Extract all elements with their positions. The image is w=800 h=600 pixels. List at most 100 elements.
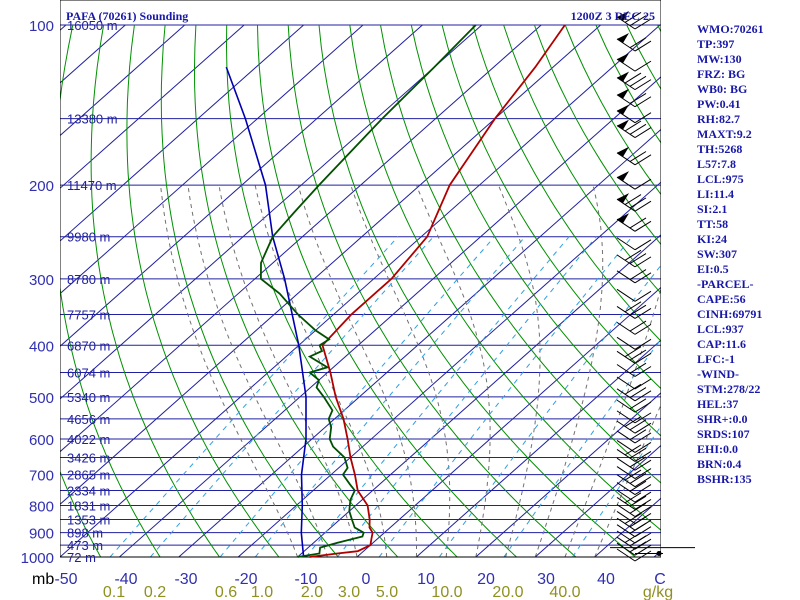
wind-barb-feather [634,378,652,390]
wind-barb-feather [629,398,647,410]
height-label: 1831 m [67,498,110,513]
dry-adiabat-line [126,24,280,558]
wind-barb-staff [616,449,636,462]
mixing-ratio-tick-label: 20.0 [492,584,523,600]
temperature-tick-label: 20 [477,571,495,588]
moist-adiabat-line [187,185,328,558]
wind-barb-feather [624,469,642,481]
mixing-ratio-line [337,236,597,558]
index-value: CAP:11.6 [697,337,746,351]
wind-barb-feather [634,154,652,166]
wind-barb-feather [629,502,647,514]
mixing-ratio-line [438,264,661,558]
dry-adiabat-line [318,24,636,558]
wind-barb [616,530,652,544]
wind-barb-staff [616,388,636,402]
wind-barb-feather [624,383,642,395]
wind-barb-staff [616,350,636,364]
wind-barb-feather [629,362,647,374]
wind-barb-feather [634,338,652,350]
dry-adiabat-line [287,24,577,558]
wind-barb-staff [616,420,636,434]
temperature-tick-label: -50 [54,571,77,588]
height-label: 11470 m [67,178,117,193]
pressure-tick-label: 700 [29,468,54,485]
wind-barb-feather [634,323,652,335]
wind-barb-feather [634,506,652,517]
wind-barb-feather [634,499,652,510]
thermo-grid [60,0,661,558]
height-label: 2334 m [67,484,110,499]
dry-adiabat-line [193,24,399,558]
wind-barb [616,502,652,517]
wind-barb [616,71,652,91]
height-label: 4656 m [67,412,110,427]
temperature-tick-label: -30 [174,571,197,588]
wind-barb-feather [629,123,647,135]
index-value: CINH:69791 [697,307,763,321]
wind-barb-staff [616,511,636,524]
wind-barb-feather [624,301,642,313]
wind-barb-feather [624,194,642,205]
wind-barb-feather [624,11,642,23]
wind-barb-staff [616,504,636,517]
isotherm-line [60,24,423,347]
dry-adiabat-line [225,24,458,558]
wind-barb-feather [634,412,652,424]
wind-barb [616,88,652,108]
wind-barb-feather [634,79,652,91]
wind-barb-feather [634,112,652,124]
wind-barb-staff [616,336,636,350]
wind-barb-feather [634,401,652,413]
wind-barb-feather [629,304,647,316]
wind-barb [616,288,652,302]
wind-barb-pennant [617,71,629,82]
wind-barb-feather [624,346,642,358]
wind-barb [616,249,652,268]
dry-adiabat-line [410,24,661,437]
wind-barb-feather [634,526,652,538]
wind-barb-feather [634,178,652,190]
station-title: PAFA (70261) Sounding [66,9,188,23]
wind-barb [616,119,652,139]
moist-adiabat-line [218,185,358,558]
pressure-tick-label: 800 [29,498,54,515]
isotherm-line [178,128,661,558]
temperature-tick-label: 40 [597,571,615,588]
wind-barb-staff [616,482,636,495]
wind-barb-pennant [617,88,629,99]
wind-barb-feather [634,491,652,503]
wind-barb-staff [616,497,636,510]
wind-barb-staff [616,306,636,319]
wind-barb [616,480,652,495]
wind-barb-staff [616,530,636,544]
isotherm-line [119,76,661,558]
wind-barb-feather [634,60,652,72]
sounding-profiles [225,24,566,558]
wind-barb-feather [629,419,647,431]
wind-barb [616,193,652,212]
wind-barb [616,104,652,124]
wind-barb-staff [616,524,636,538]
height-label: 6870 m [67,338,110,353]
dry-adiabat-line [257,24,517,558]
wind-barb-feather [634,484,652,495]
isotherm-line [60,24,483,400]
wind-barb [616,548,652,562]
moist-adiabat-line [160,185,299,558]
wind-barb-feather [634,451,652,462]
wind-barb-feather [634,550,652,562]
index-value: TT:58 [697,217,729,231]
wind-barb-feather [634,432,652,444]
index-value: LFC:-1 [697,352,735,366]
wind-barb-feather [629,447,647,459]
wind-barb-pennant [617,213,629,224]
wind-barb [616,336,652,350]
wind-barb [616,444,652,462]
wind-barb-feather [629,93,647,104]
wind-barb [616,376,652,390]
dry-adiabat-line [380,24,661,484]
temperature-tick-label: -10 [294,571,317,588]
